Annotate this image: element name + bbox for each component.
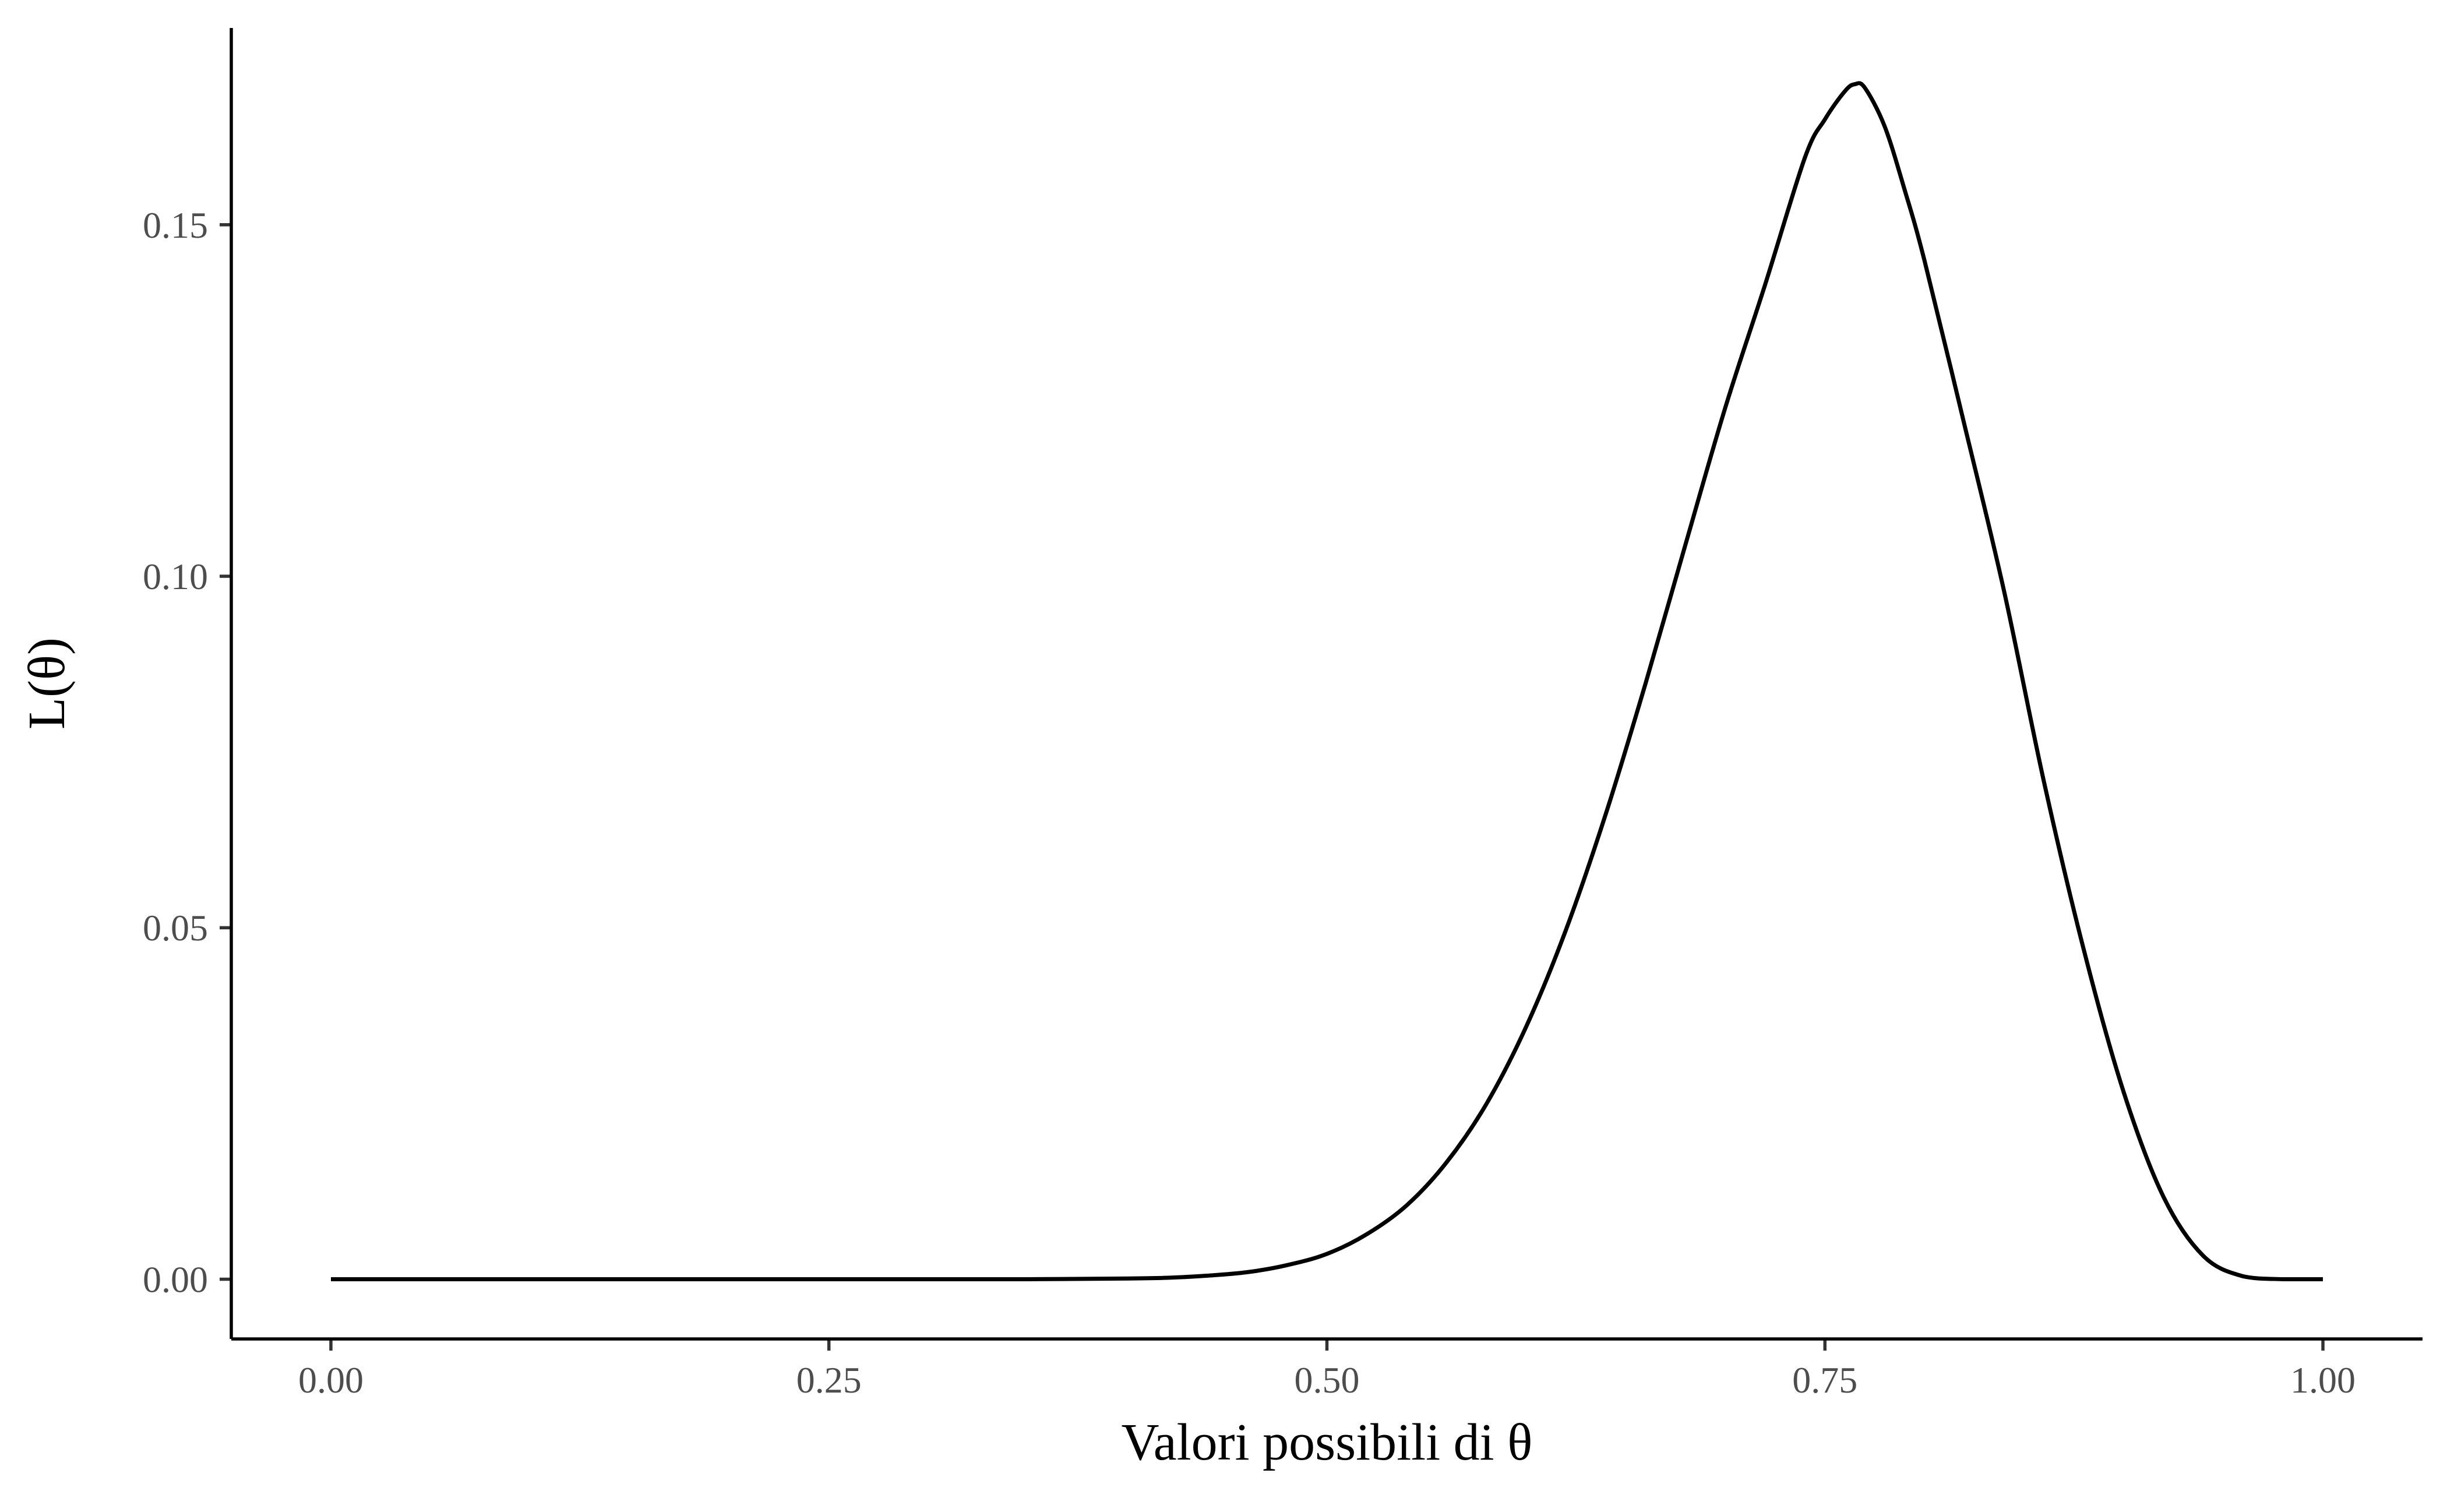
x-tick-label: 1.00 — [2290, 1359, 2356, 1401]
x-axis-title: Valori possibili di θ — [1122, 1414, 1533, 1471]
x-tick-label: 0.25 — [796, 1359, 862, 1401]
likelihood-curve — [330, 81, 2323, 1282]
y-tick-label: 0.00 — [143, 1259, 208, 1300]
x-tick-label: 0.50 — [1295, 1359, 1360, 1401]
x-tick-label: 0.00 — [298, 1359, 364, 1401]
y-axis-title: L(θ) — [18, 637, 76, 729]
y-tick-label: 0.15 — [143, 205, 208, 246]
y-tick-label: 0.10 — [143, 556, 208, 597]
x-axis-ticks: 0.00 0.25 0.50 0.75 1.00 — [298, 1339, 2356, 1401]
y-tick-label: 0.05 — [143, 907, 208, 949]
x-tick-label: 0.75 — [1792, 1359, 1857, 1401]
y-axis-ticks: 0.00 0.05 0.10 0.15 — [143, 205, 231, 1300]
